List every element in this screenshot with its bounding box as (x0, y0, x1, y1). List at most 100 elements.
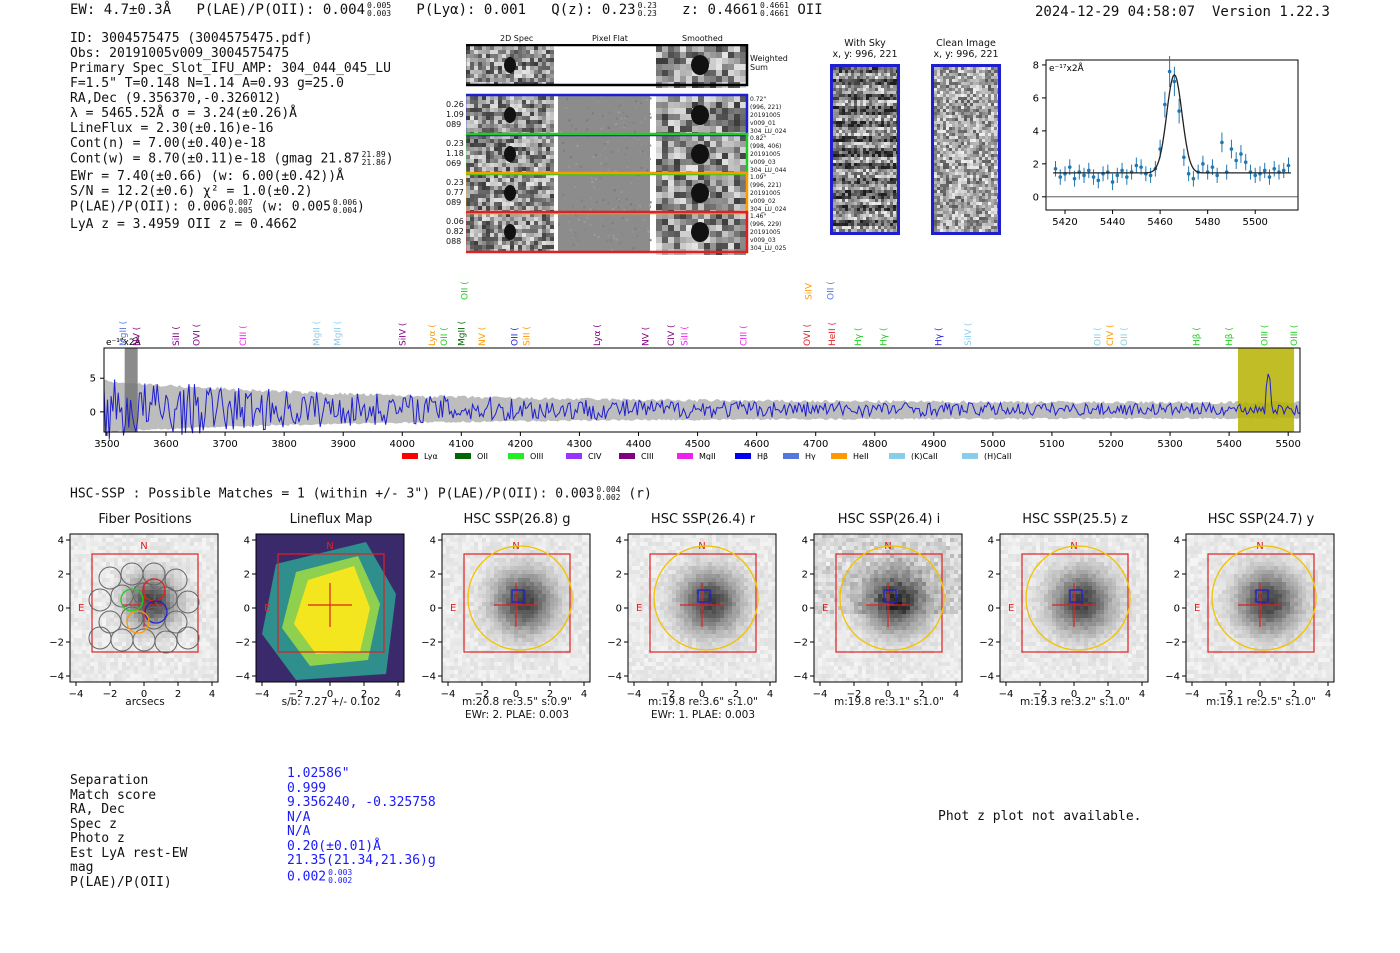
sky-pixel (967, 148, 970, 151)
header-z: z: 0.4661 (682, 2, 759, 18)
sky-pixel (985, 223, 988, 226)
noise-pixel (542, 70, 546, 74)
sky-pixel (970, 94, 973, 97)
noise-pixel (486, 155, 490, 159)
sky-pixel (934, 187, 937, 190)
sky-pixel (836, 217, 839, 220)
sky-pixel (878, 130, 881, 133)
sky-pixel (967, 217, 970, 220)
sky-pixel (857, 115, 860, 118)
cutout-left-value: 0.82 (446, 227, 464, 236)
noise-pixel (538, 178, 542, 182)
noise-pixel (704, 213, 710, 219)
noise-pixel (466, 225, 470, 229)
sky-pixel (893, 82, 896, 85)
sky-pixel (860, 175, 863, 178)
noise-pixel (474, 174, 478, 178)
noise-pixel (494, 54, 498, 58)
noise-pixel (710, 231, 716, 237)
info-contw-lo: 21.86 (361, 158, 386, 167)
sky-pixel (937, 82, 940, 85)
sky-pixel (848, 160, 851, 163)
noise-pixel (470, 163, 474, 167)
sky-pixel (949, 73, 952, 76)
emission-blob (691, 222, 709, 242)
sky-pixel (937, 169, 940, 172)
sky-pixel (964, 124, 967, 127)
sky-pixel (940, 154, 943, 157)
sky-pixel (881, 157, 884, 160)
sky-pixel (991, 115, 994, 118)
noise-pixel (728, 102, 734, 108)
sky-pixel (890, 220, 893, 223)
emission-line-label: OII ( (510, 327, 520, 346)
sky-pixel (863, 118, 866, 121)
sky-pixel (952, 79, 955, 82)
legend-label: HeII (853, 452, 869, 460)
sky-pixel (872, 181, 875, 184)
emission-blob (691, 105, 709, 125)
sky-pixel (943, 145, 946, 148)
noise-pixel (526, 221, 530, 225)
with-sky-image (830, 64, 900, 235)
sky-pixel (848, 217, 851, 220)
sky-pixel (851, 157, 854, 160)
emission-blob (504, 146, 516, 162)
noise-pixel (498, 50, 502, 54)
sky-pixel (943, 115, 946, 118)
sky-pixel (964, 115, 967, 118)
sky-pixel (866, 214, 869, 217)
sky-pixel (884, 211, 887, 214)
sky-pixel (970, 205, 973, 208)
sky-pixel (949, 220, 952, 223)
noise-pixel (722, 204, 728, 210)
sky-pixel (839, 85, 842, 88)
noise-pixel (514, 229, 518, 233)
sky-pixel (872, 187, 875, 190)
sky-pixel (848, 154, 851, 157)
sky-pixel (884, 79, 887, 82)
noise-pixel (466, 221, 470, 225)
sky-pixel (970, 112, 973, 115)
sky-pixel (869, 190, 872, 193)
noise-pixel (698, 165, 704, 171)
noise-pixel (538, 58, 542, 62)
noise-pixel (656, 159, 662, 165)
legend-label: CIV (588, 452, 602, 460)
noise-pixel (704, 76, 710, 82)
sky-pixel (881, 124, 884, 127)
noise-pixel (482, 58, 486, 62)
noise-pixel (734, 225, 740, 231)
sky-pixel (976, 157, 979, 160)
sky-pixel (836, 196, 839, 199)
sky-pixel (881, 151, 884, 154)
sky-pixel (976, 103, 979, 106)
noise-pixel (498, 151, 502, 155)
sky-pixel (985, 184, 988, 187)
sky-pixel (893, 151, 896, 154)
sky-pixel (890, 100, 893, 103)
sky-pixel (961, 211, 964, 214)
sky-pixel (982, 127, 985, 130)
sky-pixel (839, 130, 842, 133)
sky-pixel (982, 91, 985, 94)
noise-pixel (614, 123, 617, 126)
noise-pixel (542, 78, 546, 82)
noise-pixel (546, 194, 550, 198)
info-id: ID: 3004575475 (3004575475.pdf) (70, 31, 313, 46)
noise-pixel (704, 180, 710, 186)
sky-pixel (985, 133, 988, 136)
emission-line-label: SiII ( (522, 326, 532, 346)
sky-pixel (979, 127, 982, 130)
sky-pixel (991, 190, 994, 193)
sky-pixel (955, 82, 958, 85)
noise-pixel (530, 108, 534, 112)
sky-pixel (943, 223, 946, 226)
sky-pixel (982, 187, 985, 190)
noise-pixel (550, 116, 554, 120)
noise-pixel (478, 124, 482, 128)
noise-pixel (607, 125, 610, 128)
sky-pixel (976, 133, 979, 136)
sky-pixel (985, 112, 988, 115)
sky-pixel (881, 91, 884, 94)
